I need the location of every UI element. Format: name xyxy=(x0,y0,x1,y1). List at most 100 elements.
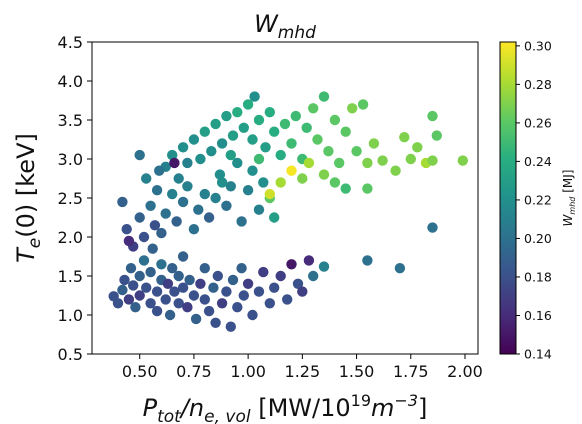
y-label-sub: e xyxy=(25,238,45,248)
scatter-point xyxy=(303,157,315,169)
scatter-point xyxy=(427,222,438,233)
scatter-point xyxy=(156,259,167,270)
scatter-point xyxy=(147,243,158,254)
scatter-point xyxy=(151,305,163,317)
scatter-point xyxy=(171,216,182,227)
scatter-point xyxy=(169,286,180,297)
scatter-point xyxy=(212,270,223,282)
scatter-point xyxy=(301,122,312,133)
scatter-point xyxy=(123,235,135,247)
scatter-point xyxy=(269,282,280,293)
scatter-point xyxy=(221,110,232,122)
scatter-point xyxy=(208,282,219,293)
x-tick-label: 1.25 xyxy=(285,362,321,381)
scatter-point xyxy=(297,286,308,297)
scatter-point xyxy=(275,270,286,282)
scatter-point xyxy=(236,263,247,274)
scatter-point xyxy=(188,224,200,235)
scatter-point xyxy=(177,282,189,293)
scatter-point xyxy=(221,200,232,211)
y-axis-label: Te(0) [keV] xyxy=(12,133,45,263)
scatter-point xyxy=(318,261,330,272)
scatter-point xyxy=(134,290,145,301)
y-tick-label: 0.5 xyxy=(58,345,83,364)
colorbar-tick-label: 0.22 xyxy=(524,192,552,207)
x-label-exp: 19 xyxy=(351,391,371,410)
scatter-point xyxy=(258,177,269,188)
scatter-point xyxy=(238,122,249,133)
scatter-point xyxy=(169,157,180,169)
x-label-units-mid: m xyxy=(371,394,394,422)
scatter-point xyxy=(221,286,232,297)
scatter-point xyxy=(227,130,239,141)
scatter-point xyxy=(210,317,221,328)
scatter-point xyxy=(167,188,178,200)
x-label-slash: / xyxy=(179,394,192,422)
scatter-point xyxy=(362,255,373,266)
scatter-point xyxy=(199,263,210,274)
scatter-point xyxy=(323,146,334,157)
colorbar-label: Wmhd [MJ] xyxy=(561,170,577,227)
scatter-point xyxy=(134,149,145,161)
colorbar-ticks: 0.14 0.16 0.18 0.20 0.22 0.24 0.26 0.28 0.30 xyxy=(516,38,552,362)
scatter-point xyxy=(119,274,130,286)
x-label-units-prefix: [MW/10 xyxy=(251,394,351,422)
scatter-point xyxy=(390,165,401,176)
x-label-main2: n xyxy=(189,394,204,422)
x-label-exp2: −3 xyxy=(394,391,418,410)
y-tick-label: 4.5 xyxy=(58,33,83,52)
colorbar-tick-label: 0.24 xyxy=(524,154,552,169)
scatter-point xyxy=(279,118,291,130)
y-label-main: T xyxy=(12,246,40,263)
scatter-point xyxy=(151,286,163,297)
scatter-point xyxy=(141,282,152,293)
scatter-point xyxy=(154,165,165,176)
scatter-point xyxy=(199,188,210,200)
scatter-point xyxy=(282,294,293,305)
scatter-point xyxy=(269,126,280,137)
scatter-point xyxy=(195,278,206,289)
scatter-point xyxy=(275,177,286,188)
scatter-point xyxy=(362,183,373,194)
y-tick-label: 3.0 xyxy=(58,150,83,169)
scatter-point xyxy=(182,181,193,192)
scatter-point xyxy=(199,126,210,137)
scatter-point xyxy=(249,91,260,102)
scatter-point xyxy=(247,309,258,321)
x-tick-label: 1.00 xyxy=(230,362,266,381)
scatter-point xyxy=(427,155,438,166)
scatter-point xyxy=(405,153,416,165)
scatter-point xyxy=(160,208,171,219)
x-label-main: P xyxy=(143,394,158,422)
scatter-point xyxy=(264,188,275,200)
scatter-point xyxy=(412,142,423,153)
scatter-point xyxy=(162,278,174,289)
scatter-point xyxy=(329,177,341,188)
x-label-units-suffix: ] xyxy=(418,394,427,422)
scatter-point xyxy=(216,138,228,149)
scatter-point xyxy=(431,130,442,141)
y-tick-label: 4.0 xyxy=(58,72,83,91)
scatter-point xyxy=(149,220,161,231)
scatter-point xyxy=(308,103,319,114)
scatter-point xyxy=(242,99,254,110)
scatter-point xyxy=(334,157,345,169)
y-axis-ticks: 0.5 1.0 1.5 2.0 2.5 3.0 3.5 4.0 4.5 xyxy=(58,33,92,364)
scatter-point xyxy=(145,266,156,278)
scatter-point xyxy=(216,298,228,309)
scatter-point xyxy=(182,157,193,169)
scatter-point xyxy=(312,134,323,145)
scatter-point xyxy=(117,196,128,208)
scatter-point xyxy=(199,294,210,305)
scatter-point xyxy=(177,196,189,208)
scatter-point xyxy=(347,103,358,114)
scatter-point xyxy=(145,298,156,309)
colorbar xyxy=(499,41,517,355)
scatter-point xyxy=(232,157,243,169)
scatter-point xyxy=(203,212,215,223)
scatter-point xyxy=(264,298,275,309)
scatter-point xyxy=(203,305,215,317)
scatter-point xyxy=(258,266,269,278)
scatter-point xyxy=(227,274,239,286)
scatter-point xyxy=(138,255,150,266)
